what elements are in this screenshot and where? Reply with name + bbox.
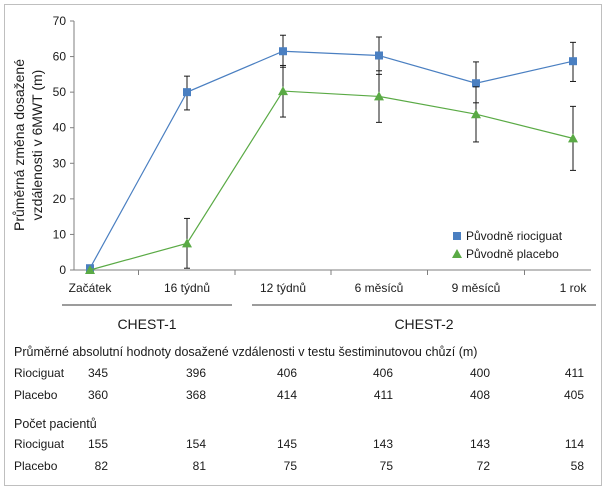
table-cell: 405 [563,388,584,402]
x-tick-label: 12 týdnů [260,281,306,295]
table-cell: 58 [570,459,584,473]
y-tick-label: 20 [53,192,67,206]
y-tick-label: 0 [59,263,66,277]
table-row-label: Placebo [14,388,58,402]
table-cell: 143 [372,437,393,451]
data-point [279,47,287,56]
table-cell: 114 [564,437,584,451]
x-tick-label: Začátek [69,281,113,295]
data-point [568,133,578,143]
table-cell: 145 [276,437,297,451]
abs-table-title: Průměrné absolutní hodnoty dosažené vzdá… [14,345,478,359]
table-cell: 400 [469,366,490,380]
table-cell: 143 [469,437,490,451]
table-row-label: Riociguat [14,437,65,451]
table-cell: 406 [372,366,393,380]
data-point [85,265,95,274]
y-tick-label: 50 [53,85,67,99]
study-label: CHEST-2 [394,316,453,332]
x-tick-label: 1 rok [560,281,588,295]
table-cell: 396 [185,366,206,380]
table-cell: 75 [283,459,297,473]
legend-label: Původně riociguat [466,229,563,243]
table-cell: 411 [373,388,393,402]
y-tick-label: 10 [53,227,67,241]
table-cell: 82 [94,459,108,473]
table-cell: 406 [276,366,297,380]
table-cell: 414 [276,388,297,402]
table-row-label: Placebo [14,459,58,473]
data-point [183,88,191,97]
table-row-label: Riociguat [14,366,65,380]
table-cell: 155 [87,437,108,451]
table-cell: 360 [87,388,108,402]
chart-area: 0 10 20 30 40 50 60 70 Začátek 16 týdnů 12 týdnů 6 … [11,14,596,332]
series-line [89,90,574,271]
y-tick-label: 60 [53,50,67,64]
data-point [278,86,288,96]
figure-frame [4,4,602,486]
table-cell: 81 [192,459,206,473]
data-point [471,109,481,119]
y-axis-label: Průměrná změna dosažené [11,59,27,231]
y-tick-label: 30 [53,156,67,170]
data-point [375,51,383,60]
y-tick-label: 70 [53,14,67,28]
legend-label: Původně placebo [466,247,559,261]
legend-marker [452,249,462,258]
table-cell: 72 [476,459,490,473]
x-tick-label: 6 měsíců [355,281,404,295]
data-point [472,79,480,88]
data-point [182,238,192,248]
study-label: CHEST-1 [117,316,176,332]
series-line [89,50,574,269]
count-table-title: Počet pacientů [14,417,97,431]
y-tick-label: 40 [53,121,67,135]
x-tick-label: 9 měsíců [452,281,501,295]
data-point [374,91,384,101]
y-axis-label: vzdálenosti v 6MWT (m) [29,70,45,221]
table-cell: 345 [87,366,108,380]
table-cell: 368 [185,388,206,402]
table-cell: 75 [379,459,393,473]
data-point [569,57,577,66]
table-cell: 408 [469,388,490,402]
x-tick-label: 16 týdnů [164,281,210,295]
table-cell: 154 [185,437,206,451]
legend-marker [453,232,461,240]
table-cell: 411 [564,366,584,380]
